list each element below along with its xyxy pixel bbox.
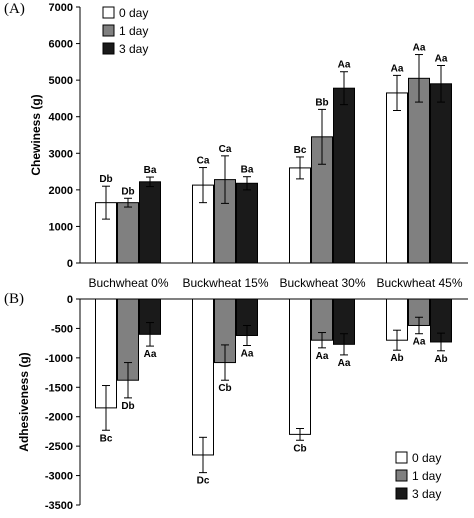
significance-label: Cb (218, 383, 231, 394)
y-tick-label: 2000 (49, 185, 73, 197)
error-bar (415, 316, 423, 335)
y-tick-label: 7000 (49, 2, 73, 14)
category-label: Buckwheat 15% (182, 276, 268, 290)
y-tick-label: -3000 (45, 471, 73, 483)
y-tick-label: -500 (51, 323, 73, 335)
error-bar (393, 74, 401, 111)
error-bar (199, 167, 207, 204)
error-bar (340, 333, 348, 356)
error-bar (221, 344, 229, 381)
error-bar (296, 156, 304, 180)
bar (236, 182, 258, 264)
significance-label: Dc (197, 476, 210, 487)
significance-label: Ba (241, 165, 254, 176)
legend-label: 1 day (119, 24, 148, 38)
error-bar (437, 65, 445, 103)
significance-label: Ba (144, 165, 157, 176)
significance-label: Bc (294, 145, 307, 156)
panel-label-a: (A) (4, 1, 25, 17)
significance-label: Db (99, 174, 112, 185)
significance-label: Db (121, 186, 134, 197)
significance-label: Ab (434, 354, 447, 365)
significance-label: Aa (435, 54, 448, 65)
legend-label: 0 day (412, 451, 441, 465)
legend-label: 1 day (412, 469, 441, 483)
bar (289, 298, 311, 435)
y-tick-label: 5000 (49, 75, 73, 87)
significance-label: Ca (219, 144, 232, 155)
y-tick-label: 4000 (49, 112, 73, 124)
error-bar (146, 322, 154, 347)
error-bar (437, 332, 445, 352)
error-bar (393, 329, 401, 351)
y-tick-label: 0 (67, 258, 73, 270)
significance-label: Ab (390, 353, 403, 364)
bar (386, 92, 408, 264)
significance-label: Db (121, 401, 134, 412)
error-bar (318, 108, 326, 165)
y-tick-label: -1500 (45, 382, 73, 394)
legend-swatch (102, 6, 115, 19)
category-label: Buckwheat 30% (279, 276, 365, 290)
legend-label: 3 day (119, 42, 148, 56)
y-axis-label: Adhesiveness (g) (17, 352, 31, 451)
chewiness-chart: 0 1000 2000 3000 4000 5000 6000 7000 Chewiness (… (29, 2, 468, 290)
significance-label: Aa (413, 43, 426, 54)
y-tick-label: -2500 (45, 441, 73, 453)
legend-swatch (395, 451, 408, 464)
bar (408, 77, 430, 264)
error-bar (296, 427, 304, 441)
y-tick-label: 6000 (49, 39, 73, 51)
adhesiveness-chart: 0 -500 -1000 -1500 -2000 -2500 -3000 -3500 Adhes… (17, 294, 468, 512)
legend-swatch (102, 42, 115, 55)
error-bar (102, 385, 110, 431)
bar (117, 202, 139, 264)
significance-label: Aa (338, 60, 351, 71)
significance-label: Aa (144, 349, 157, 360)
legend-swatch (395, 469, 408, 482)
category-label: Buckwheat 45% (376, 276, 462, 290)
error-bar (318, 332, 326, 349)
bar (333, 87, 355, 264)
significance-label: Cb (293, 443, 306, 454)
error-bar (146, 176, 154, 188)
significance-label: Aa (338, 358, 351, 369)
y-tick-label: -2000 (45, 412, 73, 424)
error-bar (221, 155, 229, 204)
y-tick-label: 0 (67, 294, 73, 306)
y-tick-label: 1000 (49, 221, 73, 233)
bar (139, 181, 161, 264)
error-bar (124, 197, 132, 208)
y-axis-label: Chewiness (g) (29, 94, 43, 175)
bar (289, 167, 311, 264)
legend-label: 3 day (412, 487, 441, 501)
y-tick-label: 3000 (49, 148, 73, 160)
y-tick-label: -3500 (45, 500, 73, 512)
significance-label: Aa (413, 337, 426, 348)
legend-label: 0 day (119, 6, 148, 20)
error-bar (243, 324, 251, 346)
significance-label: Aa (316, 351, 329, 362)
significance-label: Bc (100, 433, 113, 444)
panel-label-b: (B) (4, 291, 24, 307)
bar (192, 298, 214, 456)
error-bar (102, 185, 110, 220)
legend-swatch (395, 487, 408, 500)
error-bar (243, 176, 251, 191)
y-tick-label: -1000 (45, 353, 73, 365)
significance-label: Aa (241, 348, 254, 359)
legend-swatch (102, 24, 115, 37)
error-bar (340, 71, 348, 106)
error-bar (124, 362, 132, 399)
bar (430, 83, 452, 264)
significance-label: Bb (315, 97, 328, 108)
category-label: Buchwheat 0% (88, 276, 168, 290)
error-bar (199, 436, 207, 474)
significance-label: Aa (391, 63, 404, 74)
error-bar (415, 54, 423, 103)
significance-label: Ca (197, 156, 210, 167)
